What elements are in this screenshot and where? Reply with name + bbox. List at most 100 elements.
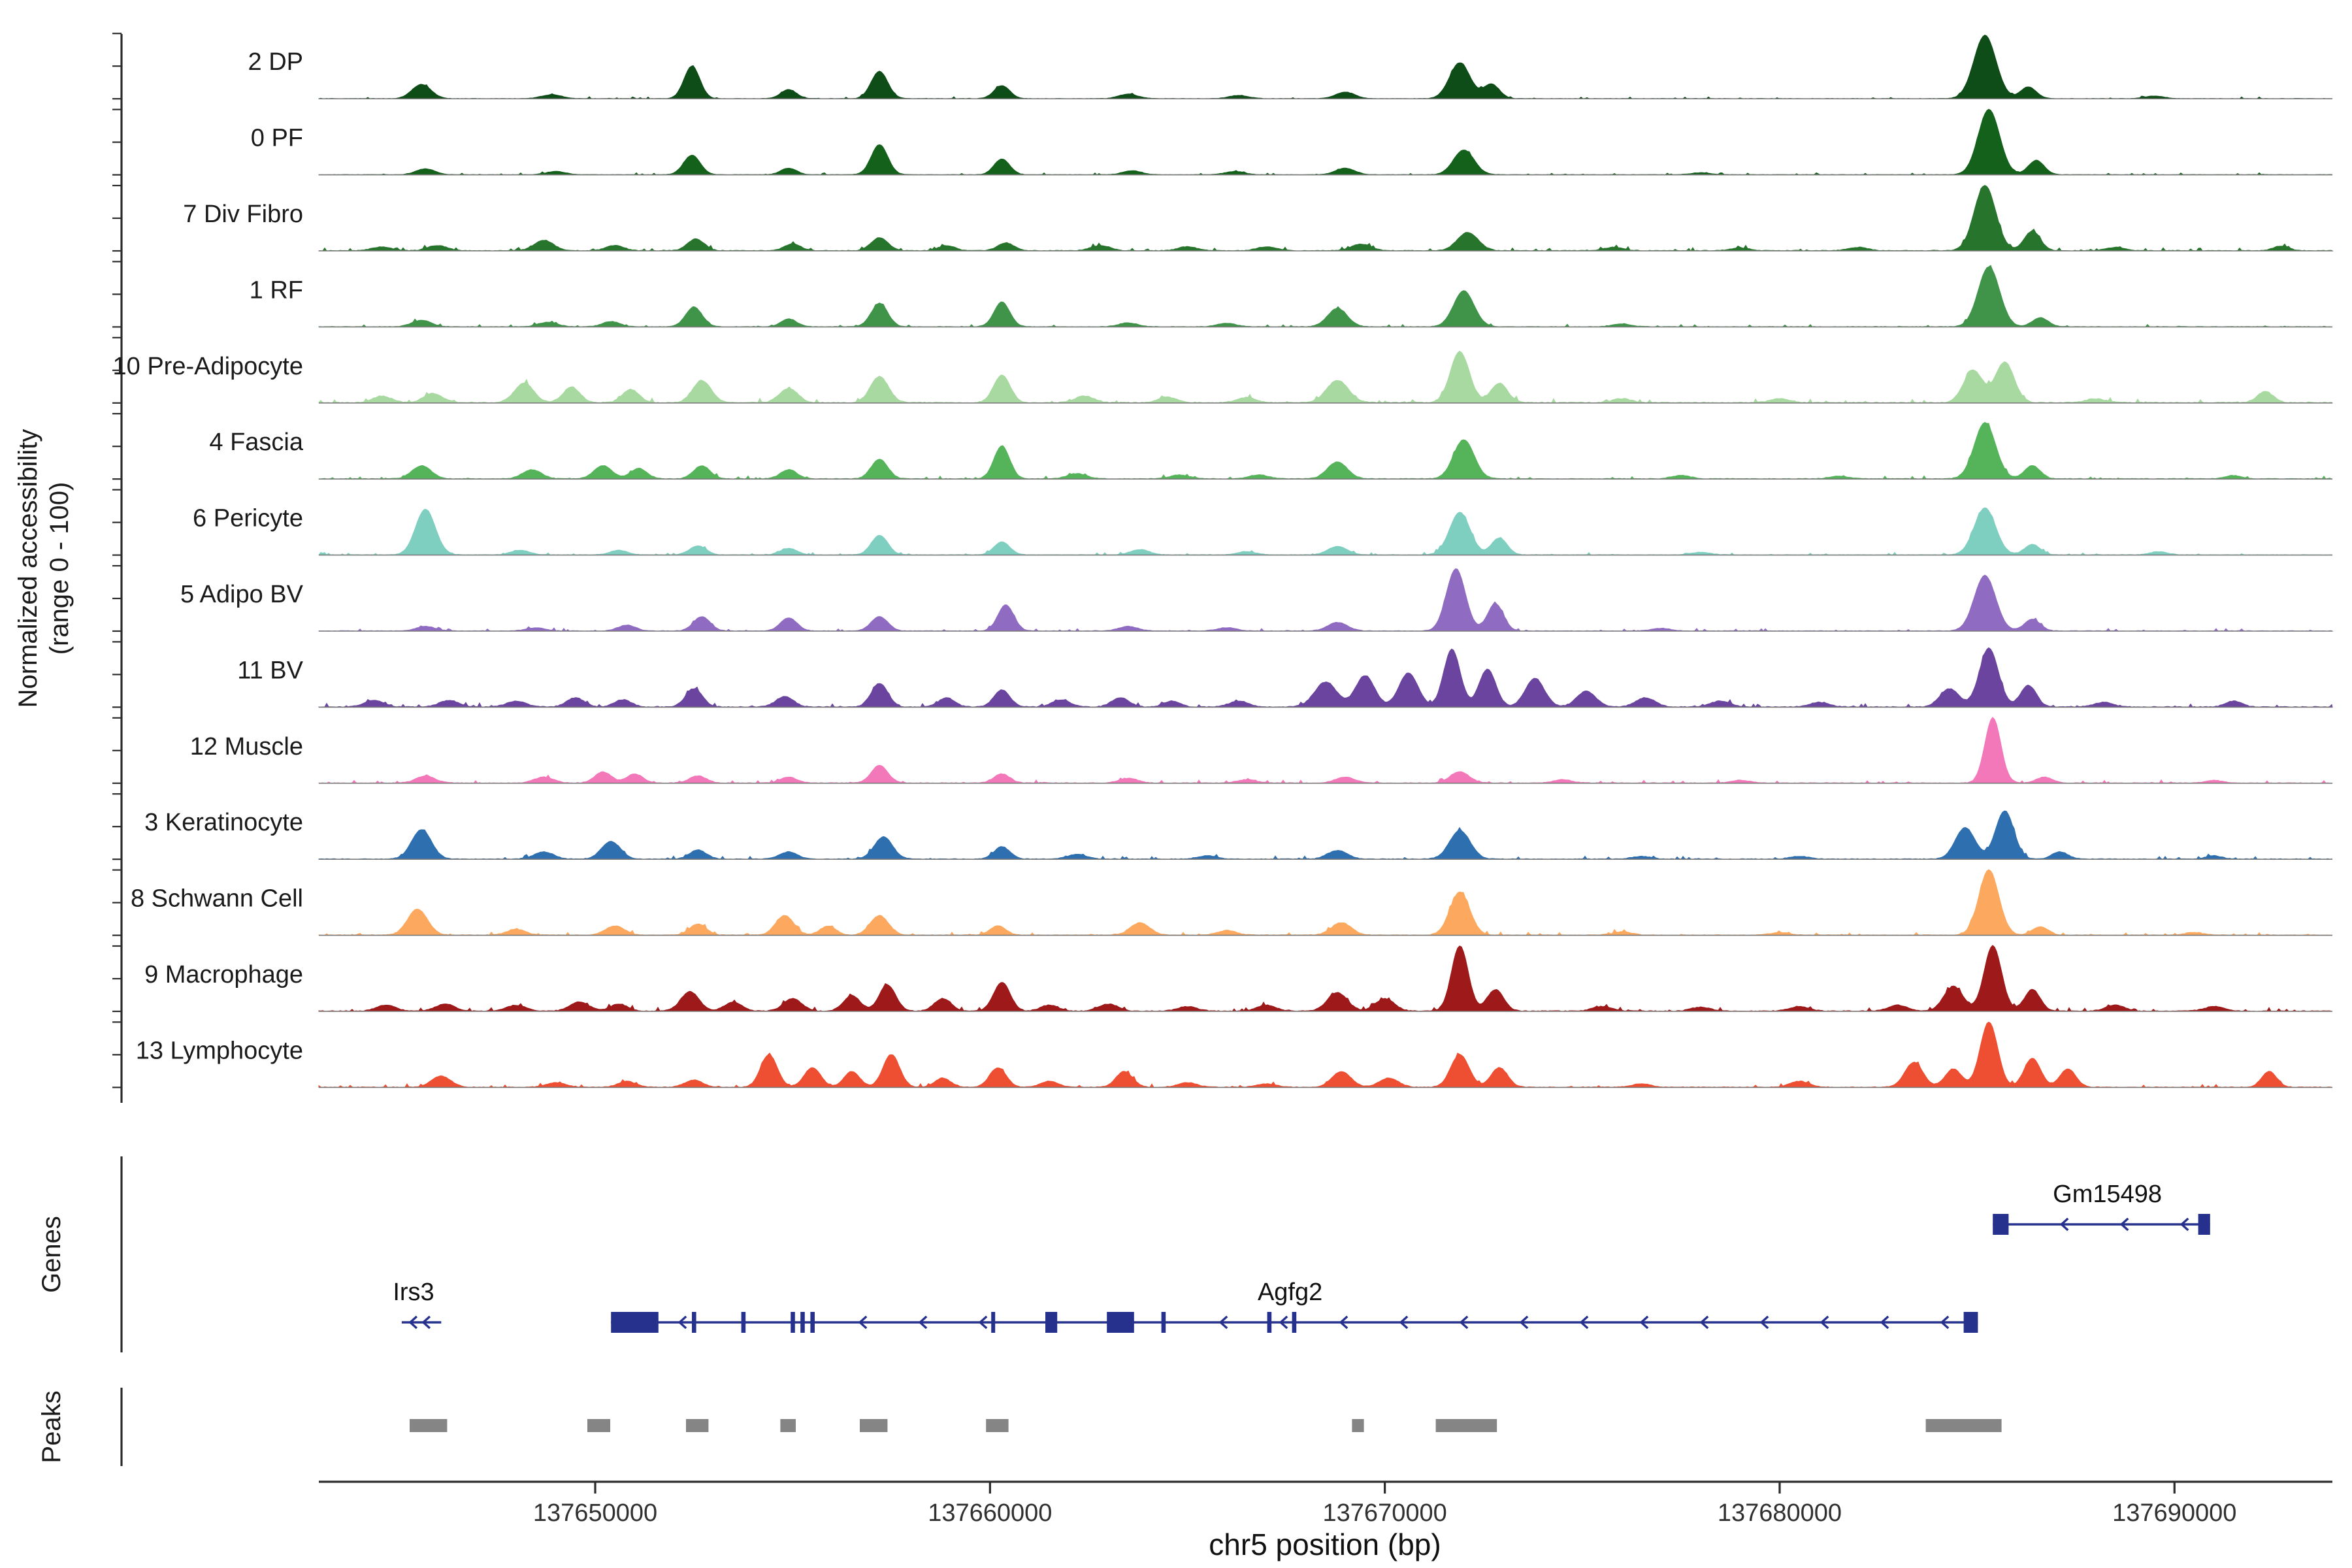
signal-track-6-pericyte: 6 Pericyte (112, 489, 2333, 556)
static-axes-layer: Normalized accessibility (range 0 - 100)… (14, 34, 1441, 1561)
peak-region (410, 1419, 448, 1432)
x-tick-label: 137690000 (2112, 1499, 2236, 1527)
gene-exon (1045, 1312, 1058, 1333)
gene-name-label: Gm15498 (2053, 1181, 2162, 1208)
signal-area (318, 810, 2333, 860)
gene-exon (741, 1312, 746, 1333)
gene-exon (791, 1312, 795, 1333)
signal-area (318, 869, 2333, 936)
track-label: 7 Div Fibro (183, 201, 303, 228)
signal-area (318, 945, 2333, 1012)
signal-track-7-div-fibro: 7 Div Fibro (112, 184, 2334, 252)
signal-track-9-macrophage: 9 Macrophage (112, 945, 2333, 1013)
strand-arrow-left-icon (1339, 1315, 1348, 1330)
y-axis-label-line1: Normalized accessibility (14, 429, 42, 708)
gene-irs3: Irs3 (393, 1279, 442, 1330)
strand-arrow-left-icon (2119, 1217, 2129, 1232)
x-tick-label: 137680000 (1718, 1499, 1842, 1527)
genes-section-label: Genes (37, 1216, 66, 1293)
signal-track-1-rf: 1 RF (112, 261, 2333, 328)
strand-arrow-left-icon (1759, 1315, 1769, 1330)
signal-area (318, 350, 2334, 404)
genes-layer: Irs3 Agfg2 Gm15498 (393, 1181, 2210, 1333)
strand-arrow-left-icon (1399, 1315, 1409, 1330)
strand-arrow-left-icon (1519, 1315, 1529, 1330)
y-axis-label-line2: (range 0 - 100) (45, 482, 74, 655)
strand-arrow-left-icon (1579, 1315, 1589, 1330)
track-label: 2 DP (248, 48, 303, 76)
track-label: 10 Pre-Adipocyte (113, 353, 304, 380)
strand-arrow-left-icon (1940, 1315, 1950, 1330)
strand-arrow-left-icon (918, 1315, 928, 1330)
gene-gm15498: Gm15498 (1993, 1181, 2210, 1235)
strand-arrow-left-icon (2180, 1217, 2189, 1232)
signal-tracks-layer: 2 DP 0 PF 7 Div Fibro 1 RF 10 Pre-Adipocyte 4… (112, 33, 2334, 1088)
peak-region (1352, 1419, 1364, 1432)
signal-area (318, 35, 2333, 99)
gene-exon (1267, 1312, 1272, 1333)
strand-arrow-left-icon (1820, 1315, 1829, 1330)
strand-arrow-left-icon (978, 1315, 988, 1330)
signal-area (318, 265, 2333, 327)
signal-track-5-adipo-bv: 5 Adipo BV (112, 564, 2334, 632)
strand-arrow-left-icon (1699, 1315, 1709, 1330)
signal-area (318, 421, 2333, 480)
strand-arrow-left-icon (408, 1315, 418, 1330)
peak-region (986, 1419, 1009, 1432)
gene-exon (1993, 1214, 2009, 1235)
signal-track-2-dp: 2 DP (112, 33, 2333, 100)
signal-track-11-bv: 11 BV (112, 641, 2333, 708)
signal-area (318, 108, 2333, 176)
peak-region (860, 1419, 888, 1432)
track-label: 6 Pericyte (193, 505, 303, 532)
signal-track-4-fascia: 4 Fascia (112, 413, 2333, 480)
track-label: 13 Lymphocyte (136, 1037, 303, 1064)
strand-arrow-left-icon (1639, 1315, 1649, 1330)
strand-arrow-left-icon (1459, 1315, 1469, 1330)
signal-track-12-muscle: 12 Muscle (112, 717, 2333, 784)
gene-exon (1107, 1312, 1134, 1333)
signal-track-0-pf: 0 PF (112, 108, 2333, 176)
track-label: 4 Fascia (209, 429, 303, 456)
track-label: 9 Macrophage (144, 961, 303, 988)
x-axis-layer: 137650000 137660000 137670000 137680000 1376… (319, 1480, 2332, 1527)
signal-area (318, 185, 2334, 252)
strand-arrow-left-icon (858, 1315, 868, 1330)
x-tick-label: 137650000 (533, 1499, 657, 1527)
signal-area (318, 1021, 2333, 1088)
gene-exon (810, 1312, 815, 1333)
peak-region (686, 1419, 709, 1432)
gene-exon (2198, 1214, 2210, 1235)
signal-area (318, 647, 2333, 708)
signal-track-8-schwann-cell: 8 Schwann Cell (112, 869, 2333, 936)
track-label: 1 RF (250, 276, 303, 304)
peaks-layer (410, 1419, 2002, 1432)
gene-name-label: Irs3 (393, 1279, 434, 1306)
strand-arrow-left-icon (678, 1315, 687, 1330)
gene-exon (611, 1312, 659, 1333)
track-label: 8 Schwann Cell (131, 885, 303, 913)
peak-region (1435, 1419, 1497, 1432)
x-axis-title: chr5 position (bp) (1209, 1527, 1441, 1561)
track-label: 5 Adipo BV (180, 581, 304, 608)
track-label: 11 BV (237, 657, 303, 684)
gene-exon (1161, 1312, 1166, 1333)
signal-area (318, 717, 2333, 784)
peaks-section-label: Peaks (37, 1390, 66, 1463)
strand-arrow-left-icon (1880, 1315, 1889, 1330)
track-label: 12 Muscle (190, 733, 303, 760)
strand-arrow-left-icon (1218, 1315, 1228, 1330)
gene-exon (800, 1312, 805, 1333)
gene-exon (692, 1312, 696, 1333)
strand-arrow-left-icon (2059, 1217, 2069, 1232)
signal-area (318, 568, 2334, 632)
gene-exon (1292, 1312, 1297, 1333)
signal-track-3-keratinocyte: 3 Keratinocyte (112, 793, 2333, 860)
track-label: 0 PF (251, 125, 303, 152)
peak-region (587, 1419, 610, 1432)
peak-region (1925, 1419, 2002, 1432)
signal-track-10-pre-adipocyte: 10 Pre-Adipocyte (112, 336, 2334, 404)
x-tick-label: 137670000 (1323, 1499, 1447, 1527)
